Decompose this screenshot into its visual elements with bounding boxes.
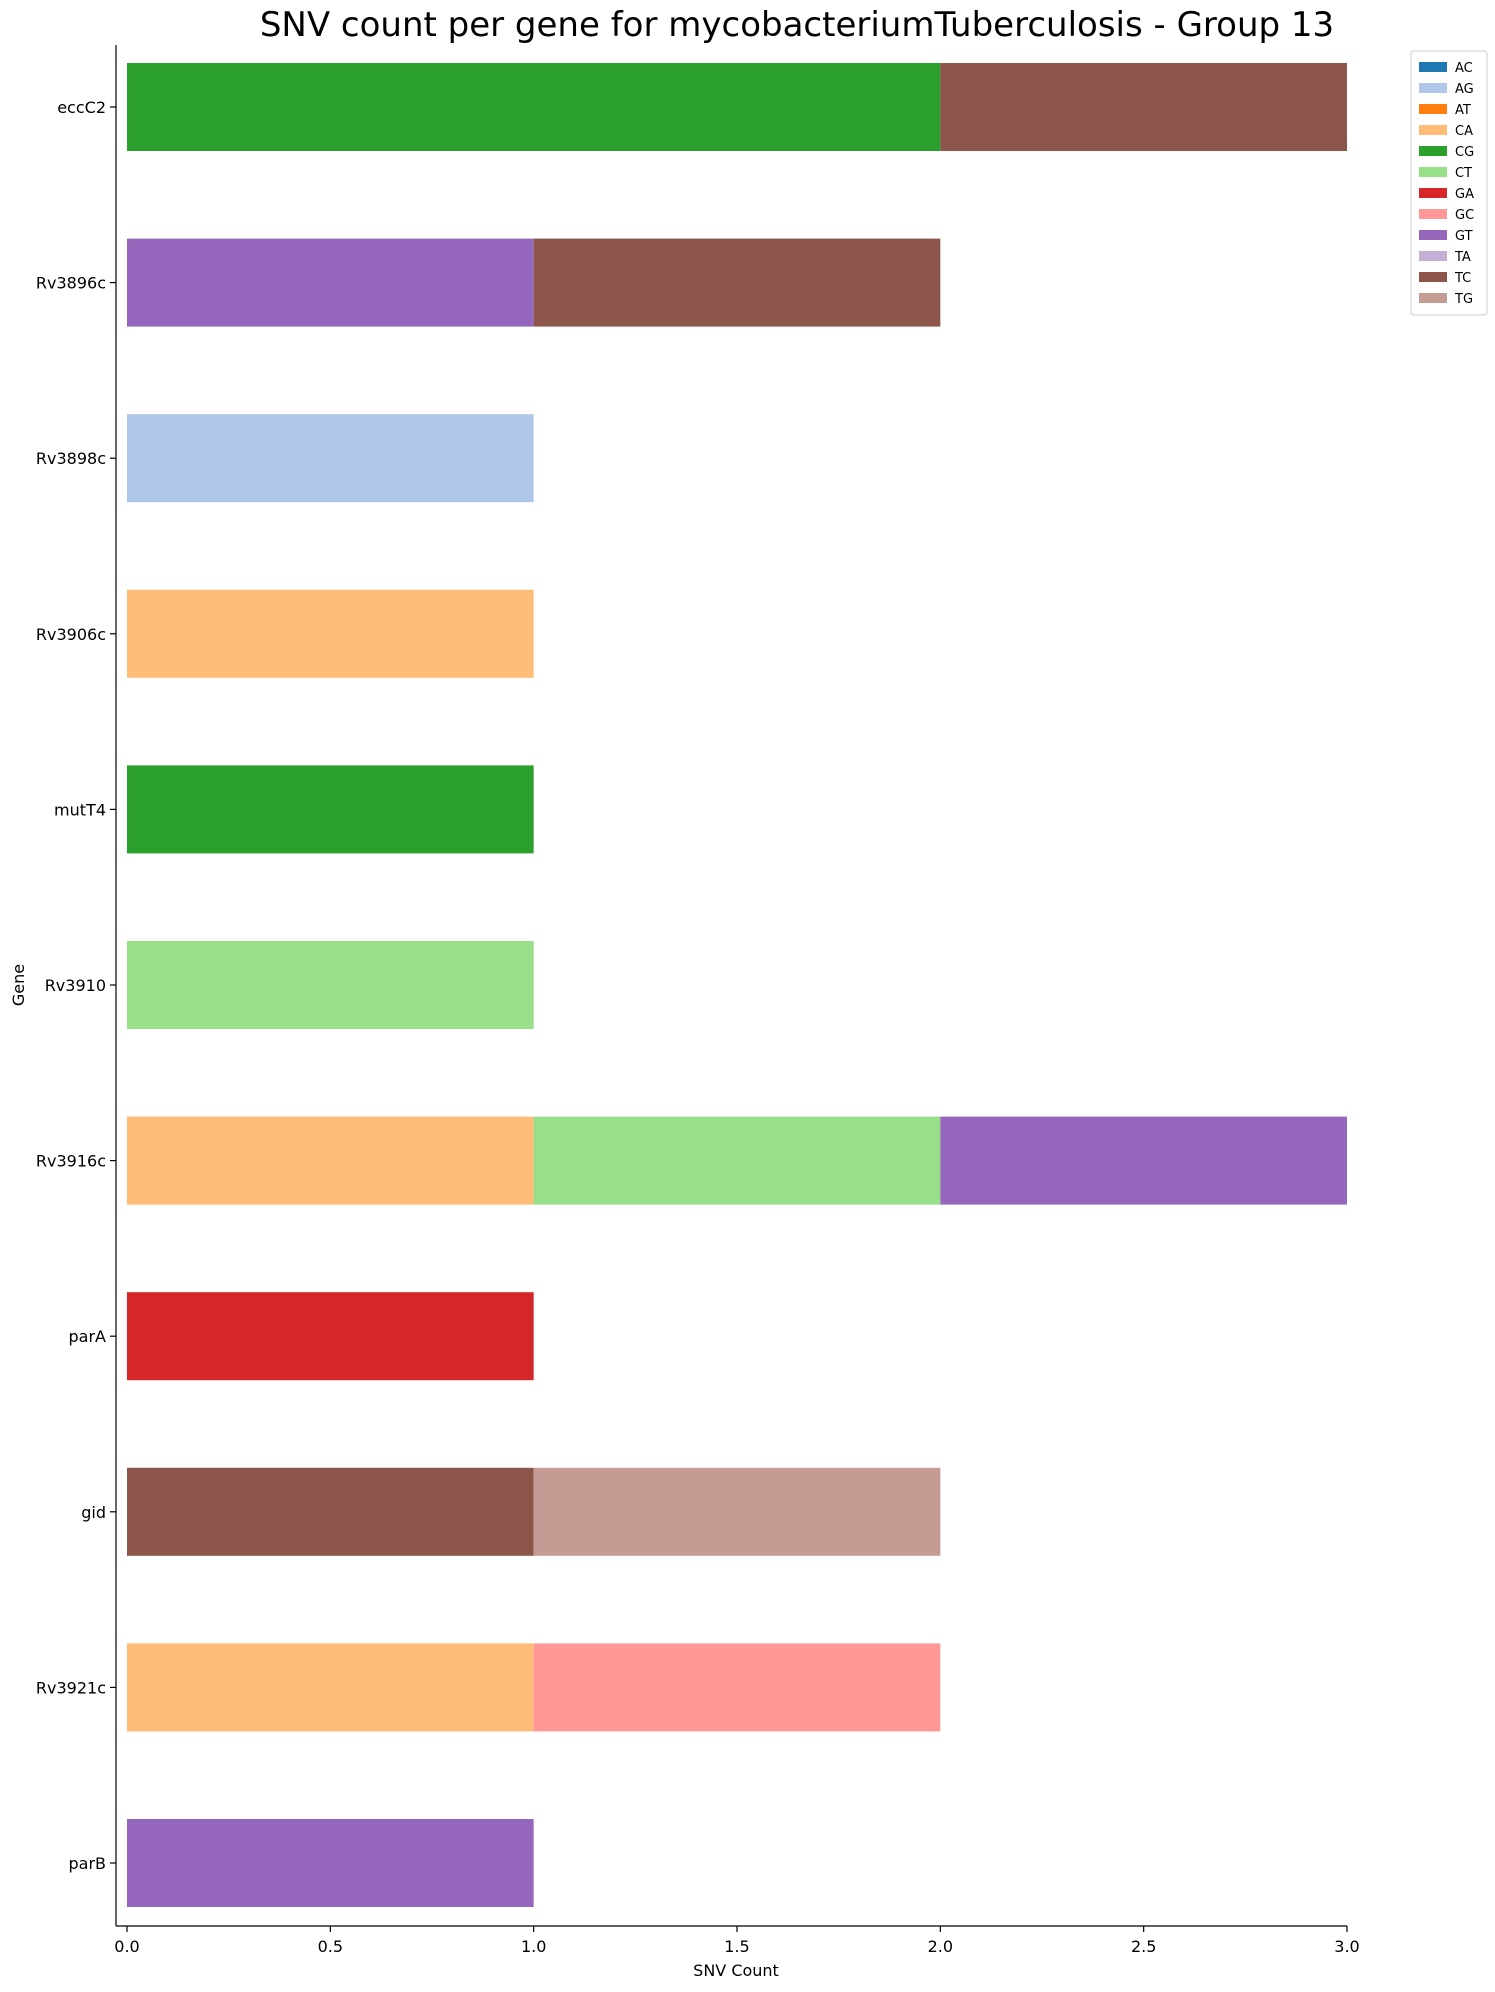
legend-swatch-ca — [1419, 125, 1447, 135]
legend-label-ca: CA — [1455, 124, 1473, 139]
chart-title: SNV count per gene for mycobacteriumTube… — [260, 5, 1334, 45]
bar-segment-rv3906c-ca — [127, 589, 534, 678]
x-axis-ticks: 0.0 0.5 1.0 1.5 2.0 2.5 3.0 — [114, 1926, 1360, 1956]
legend-label-ct: CT — [1455, 166, 1472, 181]
bar-segment-rv3896c-tc — [533, 238, 941, 327]
y-tick-label-mutt4: mutT4 — [54, 800, 106, 819]
bars-group — [127, 63, 1347, 1907]
legend-swatch-ct — [1419, 167, 1447, 177]
bar-segment-gid-tc — [127, 1467, 534, 1556]
legend-label-tc: TC — [1454, 271, 1471, 286]
legend-label-gc: GC — [1455, 208, 1474, 223]
bar-segment-rv3910-ct — [127, 941, 534, 1029]
legend-swatch-gc — [1419, 209, 1447, 219]
y-tick-label-para: parA — [69, 1327, 107, 1346]
legend-swatch-tg — [1419, 293, 1447, 303]
bar-segment-rv3921c-gc — [533, 1643, 941, 1732]
bar-segment-rv3916c-ca — [127, 1116, 534, 1205]
bar-segment-rv3896c-gt — [127, 238, 534, 327]
x-tick-label-2-5: 2.5 — [1131, 1937, 1156, 1956]
legend-swatch-cg — [1419, 146, 1447, 156]
bar-segment-para-ga — [127, 1292, 534, 1381]
legend-label-tg: TG — [1454, 292, 1473, 307]
legend-swatch-ag — [1419, 83, 1447, 93]
y-tick-label-rv3910: Rv3910 — [45, 976, 106, 995]
y-axis-label: Gene — [9, 964, 28, 1006]
bar-segment-rv3916c-gt — [940, 1116, 1347, 1205]
bar-segment-gid-tg — [533, 1467, 941, 1556]
legend-label-cg: CG — [1455, 145, 1474, 160]
y-axis-ticks: eccC2 Rv3896c Rv3898c Rv3906c mutT4 Rv3910 Rv3… — [36, 98, 116, 1873]
y-tick-label-rv3921c: Rv3921c — [36, 1678, 106, 1697]
x-tick-label-1-5: 1.5 — [724, 1937, 749, 1956]
legend-swatch-ta — [1419, 251, 1447, 261]
x-tick-label-0-5: 0.5 — [318, 1937, 343, 1956]
legend-frame — [1410, 50, 1488, 316]
bar-segment-mutt4-cg — [127, 765, 534, 854]
legend: AC AG AT CA CG CT GA GC GT TA TC TG — [1410, 50, 1488, 316]
y-tick-label-parb: parB — [68, 1854, 106, 1873]
bar-segment-rv3921c-ca — [127, 1643, 534, 1732]
legend-swatch-gt — [1419, 230, 1447, 240]
y-tick-label-rv3898c: Rv3898c — [36, 449, 106, 468]
bar-segment-eccc2-tc — [940, 63, 1347, 151]
legend-swatch-at — [1419, 104, 1447, 114]
legend-label-at: AT — [1455, 103, 1471, 118]
legend-swatch-ga — [1419, 188, 1447, 198]
x-tick-label-2-0: 2.0 — [928, 1937, 953, 1956]
legend-swatch-ac — [1419, 62, 1447, 72]
bar-segment-rv3898c-ag — [127, 414, 534, 503]
legend-swatch-tc — [1419, 272, 1447, 282]
y-tick-label-rv3896c: Rv3896c — [36, 274, 106, 293]
legend-label-ac: AC — [1455, 61, 1473, 76]
bar-segment-eccc2-cg — [127, 63, 941, 151]
legend-label-ta: TA — [1454, 250, 1471, 265]
x-tick-label-1-0: 1.0 — [521, 1937, 546, 1956]
x-tick-label-3-0: 3.0 — [1334, 1937, 1359, 1956]
y-tick-label-rv3906c: Rv3906c — [36, 625, 106, 644]
legend-label-ga: GA — [1455, 187, 1474, 202]
y-tick-label-rv3916c: Rv3916c — [36, 1152, 106, 1171]
y-tick-label-gid: gid — [81, 1503, 106, 1522]
legend-label-ag: AG — [1455, 82, 1474, 97]
y-tick-label-eccc2: eccC2 — [57, 98, 106, 117]
bar-segment-rv3916c-ct — [533, 1116, 941, 1205]
x-tick-label-0-0: 0.0 — [114, 1937, 139, 1956]
legend-label-gt: GT — [1455, 229, 1473, 244]
bar-segment-parb-gt — [127, 1819, 534, 1907]
x-axis-label: SNV Count — [693, 1961, 779, 1980]
